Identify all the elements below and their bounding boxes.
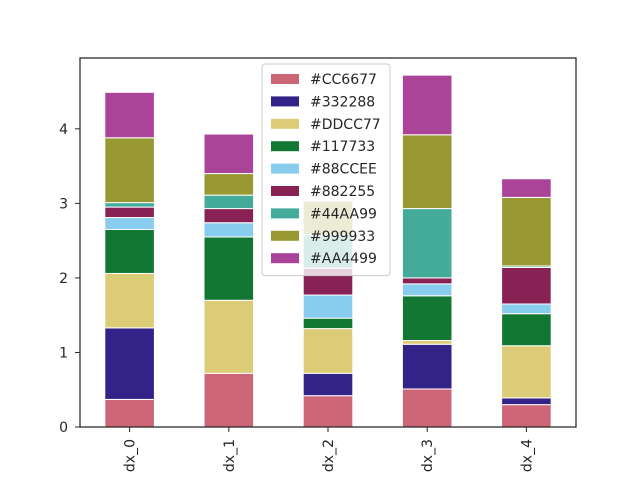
y-tick-label: 3	[59, 196, 68, 212]
bar-segment	[104, 91, 155, 139]
bar-segment	[302, 395, 354, 428]
bar-segment	[401, 134, 453, 210]
legend: #CC6677 #332288 #DDCC77 #117733 #88CCEE #8822…	[261, 63, 391, 277]
legend-swatch	[271, 208, 299, 219]
legend-label: #882255	[310, 184, 375, 200]
legend-swatch	[271, 118, 299, 129]
bar-segment	[501, 196, 552, 267]
legend-box	[261, 63, 391, 277]
legend-label: #CC6677	[310, 72, 377, 88]
bar-segment	[203, 208, 255, 224]
y-tick-label: 1	[59, 345, 68, 361]
x-axis: dx_0 dx_1 dx_2 dx_3 dx_4	[123, 427, 535, 472]
legend-label: #999933	[310, 229, 375, 245]
bar-segment	[501, 404, 552, 428]
bar-segment	[203, 194, 255, 210]
bar-segment	[104, 206, 155, 219]
bar-segment	[104, 398, 155, 428]
x-tick-label: dx_0	[123, 439, 139, 472]
legend-label: #117733	[310, 139, 375, 155]
legend-swatch	[271, 141, 299, 152]
bar-segment	[302, 328, 354, 374]
y-tick-label: 0	[59, 420, 68, 436]
bar-segment	[104, 202, 155, 208]
bar-segment	[501, 266, 552, 305]
bar-segment	[104, 137, 155, 204]
legend-label: #88CCEE	[310, 162, 377, 178]
bar-segment	[401, 283, 453, 297]
bar-segment	[104, 228, 155, 274]
bar-segment	[203, 222, 255, 238]
legend-label: #332288	[310, 94, 375, 110]
bar-segment	[401, 74, 453, 136]
legend-swatch	[271, 253, 299, 264]
legend-swatch	[271, 96, 299, 107]
bar-segment	[501, 345, 552, 399]
x-tick-label: dx_3	[420, 439, 436, 472]
bar-segment	[104, 327, 155, 400]
bar-segment	[203, 133, 255, 175]
legend-swatch	[271, 230, 299, 241]
bar-segment	[401, 340, 453, 345]
bar-segment	[302, 294, 354, 319]
bar-segment	[203, 299, 255, 374]
bar-segment	[401, 343, 453, 390]
legend-label: #44AA99	[310, 206, 377, 222]
y-tick-label: 4	[59, 122, 68, 138]
bars-group	[104, 74, 552, 428]
x-tick-label: dx_1	[222, 439, 238, 472]
bar-segment	[501, 397, 552, 406]
legend-label: #DDCC77	[310, 117, 381, 133]
bar-segment	[203, 372, 255, 428]
legend-swatch	[271, 186, 299, 196]
bar-segment	[501, 313, 552, 347]
bar-segment	[501, 178, 552, 198]
legend-swatch	[271, 74, 299, 84]
bar-segment	[302, 372, 354, 397]
bar-segment	[401, 295, 453, 342]
bar-segment	[104, 217, 155, 230]
bar-segment	[401, 208, 453, 279]
y-axis: 0 1 2 3 4	[59, 122, 80, 436]
bar-segment	[501, 303, 552, 315]
y-tick-label: 2	[59, 271, 68, 287]
legend-label: #AA4499	[310, 251, 377, 267]
bar-segment	[302, 317, 354, 330]
bar-segment	[203, 173, 255, 196]
x-tick-label: dx_4	[519, 439, 535, 472]
x-tick-label: dx_2	[321, 439, 337, 472]
bar-segment	[104, 272, 155, 329]
legend-swatch	[271, 163, 299, 174]
bar-segment	[401, 388, 453, 428]
bar-segment	[401, 277, 453, 285]
bar-segment	[203, 236, 255, 301]
